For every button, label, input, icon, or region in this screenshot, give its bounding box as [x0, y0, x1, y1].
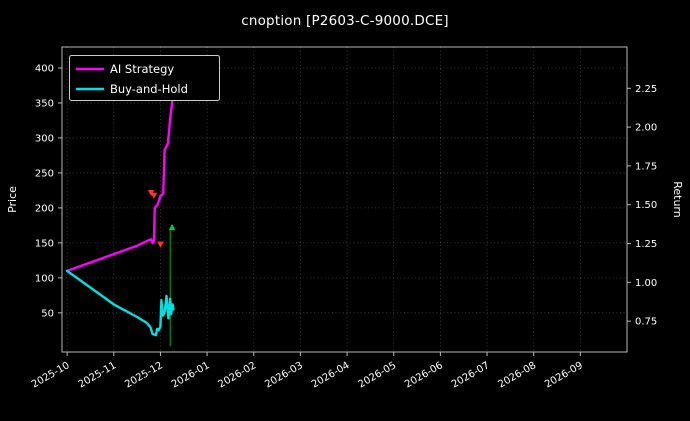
- y-tick-label: 1.50: [635, 200, 657, 211]
- series-buy-and-hold: [65, 269, 175, 337]
- legend-label: Buy-and-Hold: [110, 82, 188, 96]
- y-tick-label: 1.00: [635, 278, 657, 289]
- trade-marker: [157, 241, 164, 248]
- legend-label: AI Strategy: [110, 62, 174, 76]
- y-tick-label: 50: [41, 308, 54, 319]
- left-axis: 50 100 150 200 250 300 350 400 Price: [6, 63, 62, 319]
- y-tick-label: 400: [35, 63, 54, 74]
- legend-box: [69, 55, 220, 101]
- trade-marker: [168, 223, 176, 231]
- y-tick-label: 0.75: [635, 317, 657, 328]
- y-tick-label: 150: [35, 238, 54, 249]
- plot-border: [61, 46, 628, 353]
- y-tick-label: 350: [35, 98, 54, 109]
- right-axis-title: Return: [671, 181, 684, 218]
- y-tick-label: 1.75: [635, 161, 657, 172]
- chart-title: cnoption [P2603-C-9000.DCE]: [241, 13, 449, 29]
- y-tick-label: 2.00: [635, 123, 657, 134]
- right-axis: 0.75 1.00 1.25 1.50 1.75 2.00 2.25 Return: [627, 84, 684, 328]
- y-tick-label: 300: [35, 133, 54, 144]
- left-axis-title: Price: [6, 186, 19, 213]
- series-ai-strategy: [65, 94, 175, 273]
- y-tick-label: 2.25: [635, 84, 657, 95]
- y-tick-label: 250: [35, 168, 54, 179]
- trade-marker: [150, 192, 158, 199]
- legend: AI Strategy Buy-and-Hold: [69, 55, 220, 101]
- y-tick-label: 200: [35, 203, 54, 214]
- y-tick-label: 100: [35, 273, 54, 284]
- y-tick-label: 1.25: [635, 239, 657, 250]
